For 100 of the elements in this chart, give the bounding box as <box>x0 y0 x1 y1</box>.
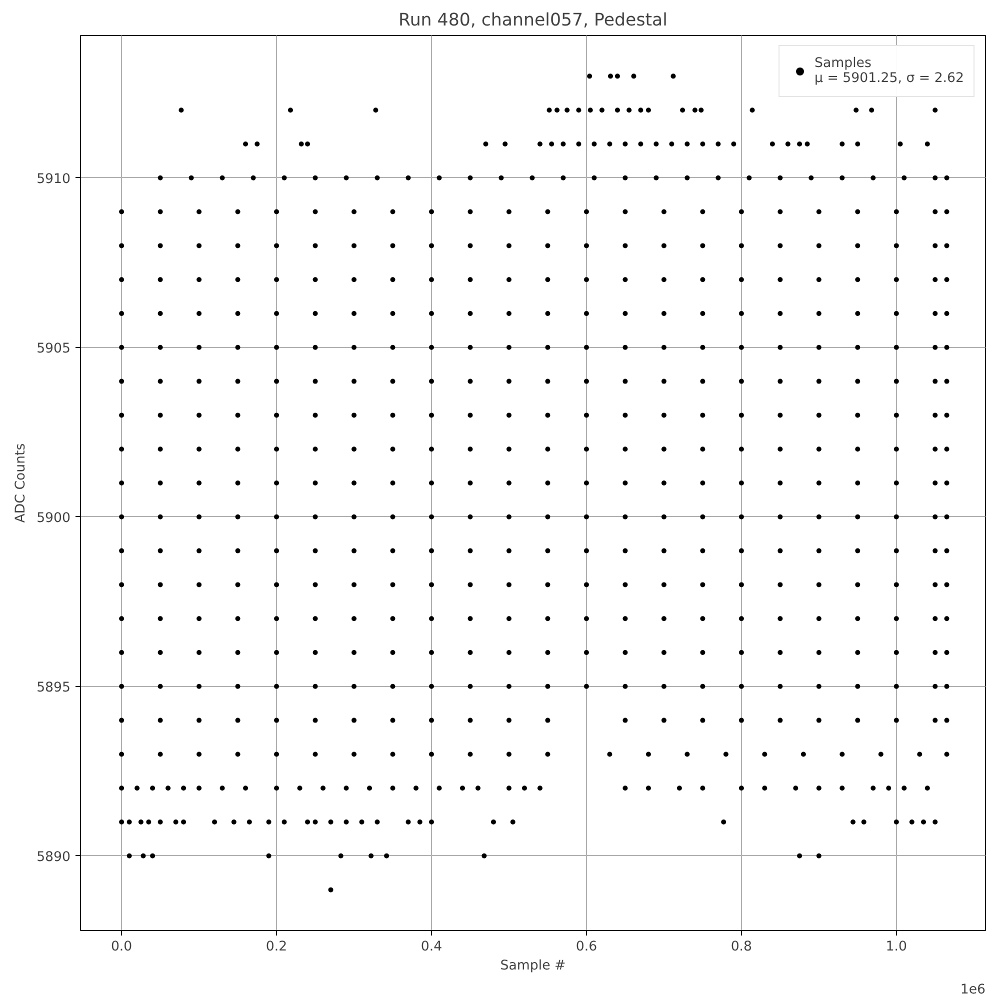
point <box>312 446 318 452</box>
point <box>119 786 124 791</box>
point <box>196 514 202 520</box>
point <box>545 650 550 656</box>
point <box>428 378 434 384</box>
point <box>173 820 178 825</box>
point <box>545 480 550 486</box>
point <box>312 616 318 622</box>
point <box>855 378 860 384</box>
point <box>944 650 950 656</box>
point <box>390 344 396 350</box>
point <box>196 209 202 214</box>
point <box>352 650 357 656</box>
point <box>246 820 252 825</box>
point <box>158 446 163 452</box>
point <box>274 582 280 588</box>
point <box>738 344 744 350</box>
point <box>778 616 783 622</box>
point <box>738 650 744 656</box>
point <box>428 446 434 452</box>
point <box>816 650 822 656</box>
point <box>622 480 628 486</box>
point <box>274 209 280 214</box>
point <box>196 616 202 622</box>
point <box>902 175 907 180</box>
point <box>622 412 628 418</box>
point <box>608 74 613 79</box>
point <box>584 616 589 622</box>
point <box>134 786 140 791</box>
point <box>390 514 396 520</box>
point <box>738 277 744 282</box>
point <box>506 480 512 486</box>
point <box>468 684 473 689</box>
point <box>235 718 240 723</box>
point <box>436 175 442 180</box>
point <box>680 108 686 113</box>
point <box>312 243 318 248</box>
point <box>390 446 396 452</box>
point <box>274 718 280 723</box>
point <box>622 175 628 180</box>
point <box>576 108 582 113</box>
point <box>622 514 628 520</box>
point <box>235 752 240 757</box>
point <box>944 446 950 452</box>
point <box>158 718 163 723</box>
x-tick-label: 1.0 <box>886 940 907 954</box>
point <box>274 514 280 520</box>
point <box>274 412 280 418</box>
point <box>894 243 899 248</box>
point <box>390 650 396 656</box>
legend-label: Samples μ = 5901.25, σ = 2.62 <box>814 56 964 86</box>
point <box>482 853 487 858</box>
point <box>196 310 202 316</box>
point <box>406 175 411 180</box>
point <box>312 277 318 282</box>
point <box>661 310 666 316</box>
point <box>816 310 822 316</box>
point <box>390 786 396 791</box>
point <box>661 277 666 282</box>
point <box>545 243 550 248</box>
point <box>506 277 512 282</box>
point <box>855 243 860 248</box>
point <box>850 820 856 825</box>
point <box>390 582 396 588</box>
point <box>522 786 527 791</box>
point <box>661 209 666 214</box>
point <box>502 141 508 146</box>
point <box>684 141 690 146</box>
point <box>235 684 240 689</box>
point <box>661 344 666 350</box>
point <box>483 141 488 146</box>
point <box>855 582 860 588</box>
point <box>545 752 550 757</box>
point <box>468 209 473 214</box>
point <box>506 412 512 418</box>
point <box>816 243 822 248</box>
point <box>530 175 535 180</box>
point <box>909 820 914 825</box>
point <box>428 616 434 622</box>
point <box>840 752 845 757</box>
point <box>158 548 163 554</box>
point <box>738 378 744 384</box>
point <box>312 548 318 554</box>
point <box>352 684 357 689</box>
point <box>312 820 318 825</box>
point <box>932 480 938 486</box>
x-tick-label: 0.0 <box>110 940 132 954</box>
point <box>584 378 589 384</box>
point <box>816 378 822 384</box>
point <box>778 650 783 656</box>
point <box>506 616 512 622</box>
point <box>592 175 597 180</box>
point <box>587 74 592 79</box>
point <box>932 446 938 452</box>
point <box>932 108 938 113</box>
y-axis-title: ADC Counts <box>14 443 29 523</box>
point <box>428 277 434 282</box>
point <box>898 141 903 146</box>
point <box>428 582 434 588</box>
point <box>374 820 380 825</box>
